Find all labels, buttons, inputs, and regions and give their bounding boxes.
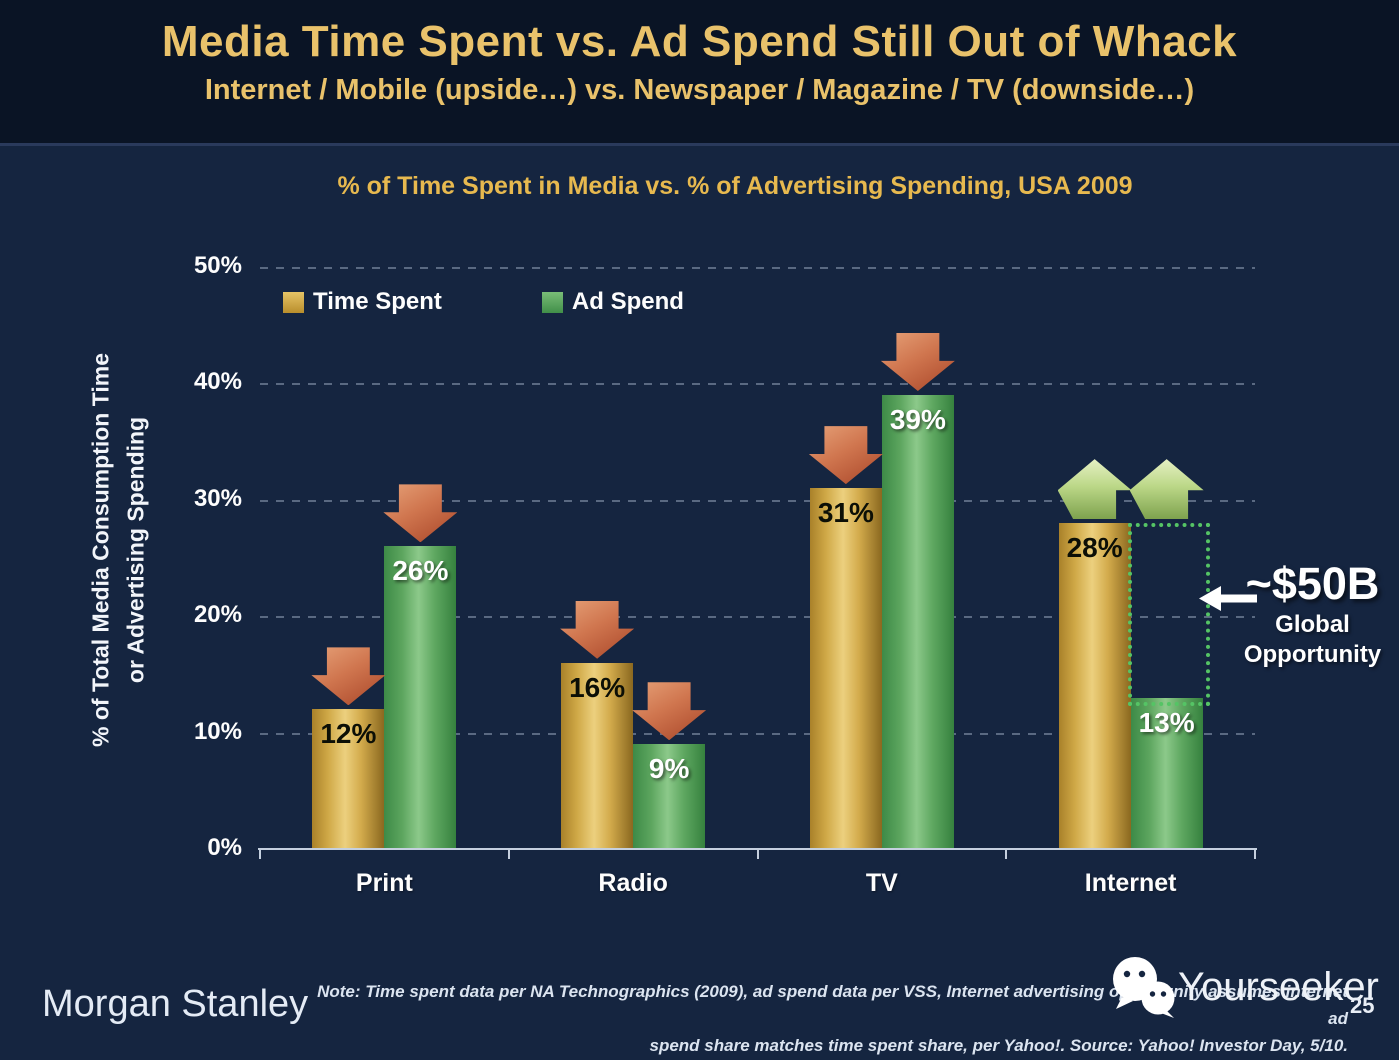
y-tick-label-40pct: 40% (193, 368, 242, 396)
bar-value-label-time-spent-radio: 16% (569, 671, 626, 703)
opportunity-annotation: ~$50B Global Opportunity (1225, 558, 1399, 670)
ad-spend-swatch-icon (541, 291, 563, 313)
gridline-10pct (260, 732, 1255, 735)
bar-ad-spend-print: 26% (384, 546, 457, 849)
morgan-stanley-logo: Morgan Stanley (42, 983, 309, 1025)
source-note-line2: spend share matches time spent share, pe… (649, 1036, 1349, 1056)
yourseeker-label: Yourseeker (1178, 965, 1379, 1009)
down-arrow-icon-radio-ad-spend (632, 682, 707, 741)
down-arrow-icon-tv-time-spent (808, 426, 883, 485)
category-label-internet: Internet (1084, 869, 1177, 897)
category-label-tv: TV (865, 869, 898, 897)
y-axis-label-line2: or Advertising Spending (122, 416, 148, 684)
annotation-left-arrow-icon (1199, 586, 1257, 611)
bar-ad-spend-radio: 9% (633, 744, 706, 849)
down-arrow-icon-radio-time-spent (560, 600, 635, 659)
global-opportunity-dotted-box (1127, 523, 1210, 706)
bar-value-label-ad-spend-tv: 39% (889, 404, 946, 436)
y-axis-label: % of Total Media Consumption Time or Adv… (84, 353, 153, 747)
x-axis-tick (1005, 850, 1008, 859)
up-arrow-icon-internet-1 (1057, 459, 1132, 520)
x-axis-tick (259, 850, 261, 859)
gridline-50pct (260, 267, 1255, 269)
opportunity-label-line2: Opportunity (1243, 641, 1382, 668)
y-tick-label-10pct: 10% (193, 717, 242, 745)
legend-item-ad-spend: Ad Spend (541, 288, 684, 316)
bar-value-label-time-spent-print: 12% (320, 718, 377, 750)
legend-label-time-spent: Time Spent (313, 288, 442, 315)
bar-value-label-ad-spend-print: 26% (392, 555, 449, 587)
y-tick-label-0pct: 0% (207, 833, 242, 861)
slide-subtitle: Internet / Mobile (upside…) vs. Newspape… (204, 74, 1195, 106)
slide-header: Media Time Spent vs. Ad Spend Still Out … (0, 0, 1399, 146)
opportunity-label-line1: Global (1275, 611, 1350, 638)
gridline-40pct (260, 383, 1255, 386)
down-arrow-icon-tv-ad-spend (880, 333, 955, 392)
up-arrow-icon-internet-2 (1129, 459, 1204, 520)
slide-title: Media Time Spent vs. Ad Spend Still Out … (161, 17, 1238, 66)
category-label-print: Print (355, 869, 413, 897)
x-axis-tick (756, 850, 759, 859)
chart-title: % of Time Spent in Media vs. % of Advert… (337, 172, 1133, 200)
y-tick-label-20pct: 20% (193, 601, 242, 629)
bar-value-label-time-spent-internet: 28% (1066, 532, 1123, 564)
down-arrow-icon-print-ad-spend (383, 484, 458, 543)
category-label-radio: Radio (598, 869, 668, 897)
x-axis-tick (507, 850, 510, 859)
legend-item-time-spent: Time Spent (283, 288, 442, 316)
gridline-20pct (260, 616, 1255, 619)
gridline-30pct (260, 499, 1255, 502)
bar-time-spent-print: 12% (312, 709, 385, 849)
time-spent-swatch-icon (283, 291, 304, 313)
yourseeker-watermark: Yourseeker (1108, 956, 1379, 1019)
legend-label-ad-spend: Ad Spend (571, 288, 684, 315)
y-axis-label-line1: % of Total Media Consumption Time (87, 353, 114, 747)
y-tick-label-50pct: 50% (193, 251, 242, 279)
y-tick-label-30pct: 30% (193, 484, 242, 512)
source-note: Note: Time spent data per NA Technograph… (300, 978, 1348, 1060)
bar-time-spent-tv: 31% (809, 488, 882, 849)
down-arrow-icon-print-time-spent (311, 647, 386, 706)
wechat-icon (1113, 957, 1175, 1018)
bar-ad-spend-internet: 13% (1130, 697, 1203, 849)
chart-legend: Time Spent Ad Spend (283, 288, 684, 316)
bar-ad-spend-tv: 39% (881, 395, 954, 849)
bar-value-label-ad-spend-internet: 13% (1138, 706, 1195, 738)
page-number: 25 (1350, 993, 1375, 1018)
bar-value-label-time-spent-tv: 31% (817, 497, 874, 529)
x-axis-tick (1254, 850, 1256, 859)
x-axis-line (258, 848, 1257, 850)
opportunity-value: ~$50B (1245, 558, 1380, 609)
bar-time-spent-radio: 16% (561, 662, 634, 849)
bar-time-spent-internet: 28% (1058, 523, 1131, 849)
bar-value-label-ad-spend-radio: 9% (648, 753, 690, 785)
source-note-line1: Note: Time spent data per NA Technograph… (317, 982, 1348, 1029)
